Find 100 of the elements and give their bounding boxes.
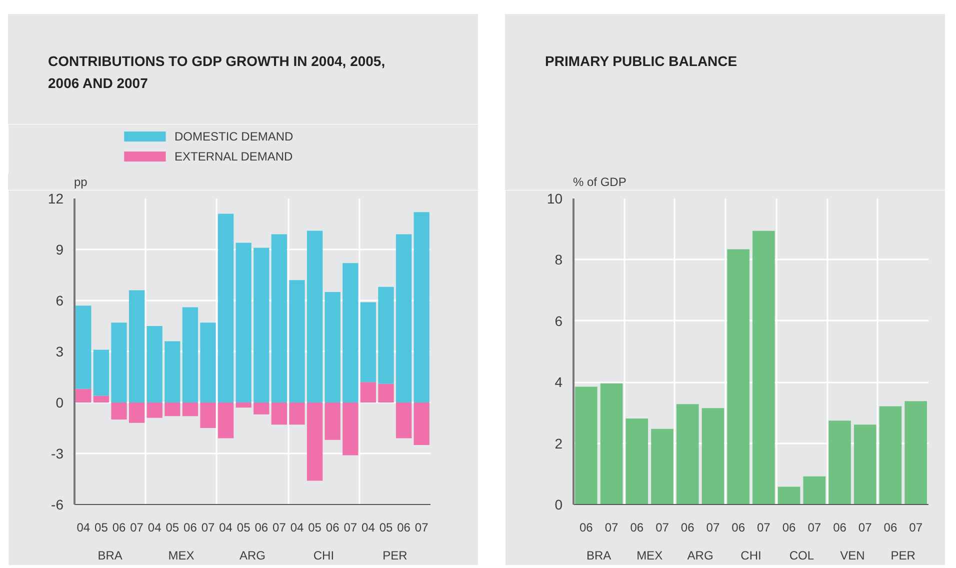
bar [254,402,270,414]
bar [76,388,92,402]
bar [306,402,323,481]
bar [828,420,851,504]
x-tick-label: 06 [630,520,644,534]
x-tick-label: 06 [680,520,695,534]
x-tick-label: 07 [909,520,923,534]
text: ARG [687,548,714,562]
bar [342,402,358,456]
bar [378,384,394,402]
x-tick-label: 07 [272,520,286,534]
y-tick-label: 0 [56,394,64,410]
x-tick-label: 06 [254,520,268,534]
chart-title: CONTRIBUTIONS TO GDP GROWTH IN 2004, 2005, 2006 AND 2007 [47,52,386,93]
bar [76,306,92,389]
bar [306,230,323,402]
x-tick-label: 06 [884,520,898,534]
x-tick-label: 06 [112,520,126,534]
bar [360,382,376,402]
bar [702,408,724,504]
bar [342,263,358,402]
x-tick-label: 06 [397,520,411,534]
bar [236,402,252,408]
bar [414,212,430,402]
bar [752,230,775,504]
x-tick-label: 06 [326,520,340,534]
text: PER [382,548,408,562]
bar [904,401,927,504]
bar [575,386,598,504]
x-tick-label: 05 [308,520,322,534]
x-tick-label: 05 [379,520,393,534]
x-tick-label: 07 [604,520,619,534]
x-tick-label: 07 [858,520,872,534]
bar [218,402,234,438]
y-tick-label: 3 [56,344,64,360]
x-tick-label: 07 [414,520,429,534]
bar [778,486,800,504]
bar [146,326,162,402]
bar [111,322,127,402]
bar [93,396,110,402]
y-tick-label: -3 [51,446,64,462]
x-tick-label: 07 [201,520,215,534]
bar [879,406,902,504]
y-tick-label: 6 [56,292,64,308]
x-tick-label: 05 [236,520,251,534]
bar [803,476,826,504]
text: MEX [168,548,194,562]
text: VEN [840,548,865,562]
bar [93,350,110,396]
bar [626,418,648,504]
bar [200,402,216,428]
y-axis-title: % of GDP [572,174,626,191]
bar [600,383,623,504]
bar [396,234,412,402]
bar [396,402,412,438]
bar [146,402,162,418]
bar [676,404,699,504]
x-tick-label: 06 [580,520,594,534]
x-tick-label: 07 [656,520,670,534]
bar [378,286,394,384]
text: ARG [240,548,266,562]
bar [182,402,198,416]
bar [164,402,180,416]
bar [271,402,288,425]
bar [289,402,305,425]
text: BRA [98,548,122,562]
y-tick-label: 8 [554,252,563,268]
bar [128,290,145,402]
bar [236,242,252,402]
bar [164,341,180,402]
chart-title: PRIMARY PUBLIC BALANCE [544,52,738,71]
bar [254,248,270,402]
x-tick-label: 07 [344,520,358,534]
x-tick-label: 06 [184,520,198,534]
x-tick-label: 07 [706,520,720,534]
bar [128,402,145,423]
text: BRA [586,548,612,562]
bar [360,302,376,382]
bar [111,402,127,420]
text: MEX [636,548,663,562]
bar [271,234,288,402]
text: COL [789,548,814,562]
bar [414,402,430,445]
x-tick-label: 05 [166,520,180,534]
y-tick-label: 6 [554,312,563,329]
x-tick-label: 07 [808,520,822,534]
x-tick-label: 06 [732,520,746,534]
y-tick-label: 9 [56,242,64,258]
x-tick-label: 06 [782,520,796,534]
x-tick-label: 07 [757,520,771,534]
text: CHI [313,548,334,562]
bar [854,424,876,504]
y-tick-label: 2 [554,435,563,452]
bar [727,249,750,504]
bar [324,402,340,440]
x-tick-label: 06 [833,520,847,534]
x-tick-label: 04 [76,520,90,534]
bar [289,280,305,402]
bar [651,428,674,504]
bar [324,292,340,402]
